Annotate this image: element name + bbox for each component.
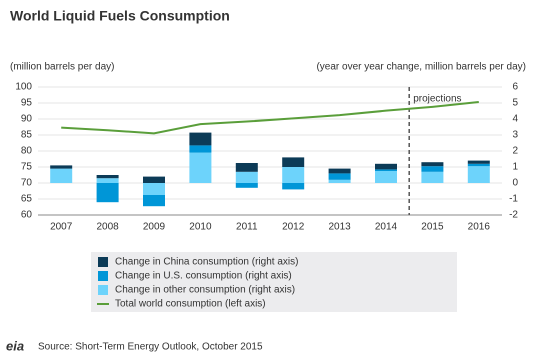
bar (235, 171, 258, 183)
bar (189, 132, 212, 146)
y2-tick-label: 6 (512, 82, 518, 93)
legend-swatch (98, 285, 108, 295)
y2-tick-label: 1 (512, 162, 518, 173)
bar (143, 176, 165, 183)
bar (467, 163, 490, 167)
legend-swatch (98, 271, 108, 281)
chart-title: World Liquid Fuels Consumption (10, 8, 230, 24)
bar (421, 171, 444, 183)
x-tick-label: 2007 (50, 222, 73, 233)
bar (96, 175, 119, 179)
x-tick-label: 2016 (468, 222, 491, 233)
logo: eia (6, 338, 24, 353)
y-tick-label: 80 (21, 146, 33, 157)
y-tick-label: 100 (15, 82, 32, 93)
x-tick-label: 2013 (328, 222, 351, 233)
bar (282, 183, 305, 190)
bar (143, 195, 165, 207)
x-tick-label: 2011 (236, 222, 258, 233)
y-tick-label: 70 (21, 178, 33, 189)
bar (96, 183, 119, 203)
x-tick-label: 2009 (143, 222, 166, 233)
x-tick-label: 2012 (282, 222, 305, 233)
bar (189, 145, 212, 153)
legend-label: Change in China consumption (right axis) (115, 257, 298, 268)
x-tick-label: 2008 (96, 222, 119, 233)
bar (282, 167, 305, 183)
source: Source: Short-Term Energy Outlook, Octob… (38, 342, 263, 353)
bar (375, 171, 397, 183)
bar (328, 168, 351, 174)
bar (375, 163, 397, 170)
bar (50, 165, 73, 169)
bar (467, 166, 490, 183)
bar (235, 183, 258, 188)
y2-tick-label: 5 (512, 98, 518, 109)
legend-box (91, 252, 457, 312)
bar (96, 178, 119, 183)
bar (467, 160, 490, 164)
bar (328, 173, 351, 180)
legend-swatch (98, 257, 108, 267)
y2-tick-label: 0 (512, 178, 518, 189)
bar (421, 166, 444, 172)
bar (375, 169, 397, 171)
y2-tick-label: 4 (512, 114, 518, 125)
annotation: projections (413, 94, 461, 105)
line (61, 101, 479, 135)
y2-tick-label: -1 (509, 194, 518, 205)
y2-tick-label: 2 (512, 146, 518, 157)
y-tick-label: 65 (21, 194, 33, 205)
y-tick-label: 90 (21, 114, 33, 125)
y-tick-label: 95 (21, 98, 33, 109)
bar (189, 152, 212, 183)
y2-tick-label: 3 (512, 130, 518, 141)
legend-label: Change in other consumption (right axis) (115, 285, 295, 296)
bar (50, 168, 73, 183)
legend-label: Total world consumption (left axis) (115, 299, 266, 310)
y-tick-label: 75 (21, 162, 33, 173)
x-tick-label: 2015 (421, 222, 444, 233)
bar (328, 179, 351, 183)
bar (282, 157, 305, 167)
bar (421, 162, 444, 167)
x-tick-label: 2010 (189, 222, 212, 233)
x-tick-label: 2014 (375, 222, 398, 233)
y-tick-label: 60 (21, 210, 33, 221)
legend-label: Change in U.S. consumption (right axis) (115, 271, 292, 282)
bar (143, 183, 165, 195)
y2-axis-label: (year over year change, million barrels … (316, 62, 526, 73)
y-tick-label: 85 (21, 130, 33, 141)
y-axis-label: (million barrels per day) (10, 62, 114, 73)
bar (235, 163, 258, 172)
y2-tick-label: -2 (509, 210, 518, 221)
